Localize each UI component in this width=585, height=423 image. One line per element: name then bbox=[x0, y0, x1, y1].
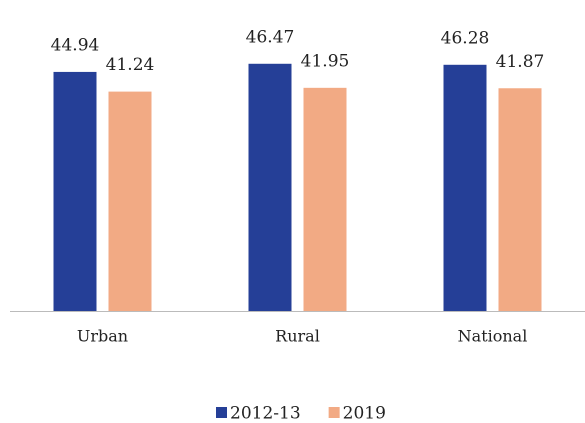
data-label: 41.95 bbox=[301, 51, 350, 71]
bar bbox=[108, 91, 152, 311]
bar bbox=[248, 63, 292, 311]
bar bbox=[498, 88, 542, 311]
data-label: 41.24 bbox=[106, 55, 155, 75]
x-tick-label: Urban bbox=[77, 327, 128, 346]
legend-label: 2019 bbox=[343, 404, 386, 423]
data-label: 41.87 bbox=[496, 52, 545, 72]
data-label: 46.47 bbox=[246, 27, 295, 47]
bar bbox=[443, 64, 487, 311]
legend-swatch bbox=[328, 407, 340, 418]
x-tick-label: Rural bbox=[275, 327, 320, 346]
data-label: 44.94 bbox=[51, 35, 100, 55]
legend-label: 2012-13 bbox=[230, 404, 301, 423]
bar bbox=[303, 87, 347, 312]
legend-swatch bbox=[216, 407, 227, 418]
data-label: 46.28 bbox=[441, 28, 490, 48]
x-tick-label: National bbox=[458, 327, 528, 346]
bar bbox=[53, 71, 97, 312]
